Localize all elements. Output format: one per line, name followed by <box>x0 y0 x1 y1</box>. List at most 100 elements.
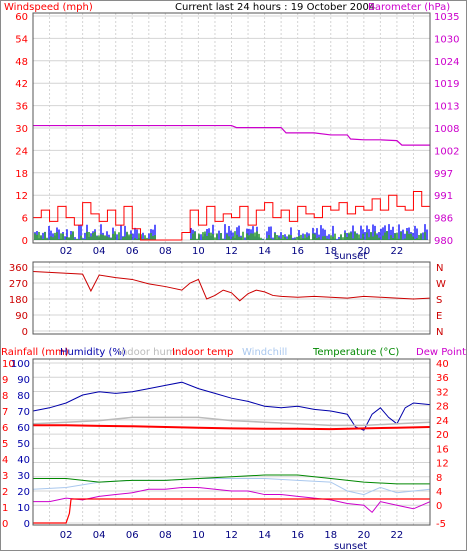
wind-y-tick-label: 0 <box>22 236 28 247</box>
barometer-y-tick-label: 1024 <box>434 57 459 68</box>
humidity-y-axis-ticks: 0 10 20 30 40 50 60 70 80 90 100 <box>11 359 30 530</box>
rainfall-y-tick-label: 1 <box>2 503 8 514</box>
wind-plot-frame <box>32 12 431 244</box>
rainfall-label: Rainfall (mm) <box>1 347 69 358</box>
temperature-y-axis-ticks: -5 0 4 8 12 16 20 24 28 32 36 40 <box>436 359 449 530</box>
windchill-label: Windchill <box>242 347 287 358</box>
temp-x-tick-label: 22 <box>391 530 404 541</box>
humidity-y-tick-label: 70 <box>17 407 30 418</box>
humidity-y-tick-label: 20 <box>17 487 30 498</box>
barometer-y-tick-label: 986 <box>434 214 453 225</box>
humidity-line <box>32 381 431 431</box>
temperature-y-tick-label: 36 <box>436 373 449 384</box>
wind-sunset-label: sunset <box>334 251 367 262</box>
temperature-y-tick-label: 16 <box>436 444 449 455</box>
wind-y-tick-label: 42 <box>15 79 28 90</box>
temperature-line <box>33 474 430 485</box>
wind-left-label: Windspeed (mph) <box>4 2 93 13</box>
temperature-y-tick-label: -5 <box>436 519 446 530</box>
temp-x-axis-ticks: 02 04 06 08 10 12 14 16 18 20 22 <box>60 530 404 541</box>
barometer-y-axis-ticks: 980 986 991 997 1002 1008 1013 1019 1024 1030 1035 <box>434 12 459 247</box>
wind-y-tick-label: 24 <box>15 146 28 157</box>
temp-x-tick-label: 04 <box>93 530 106 541</box>
barometer-y-tick-label: 1030 <box>434 34 459 45</box>
winddir-y-tick-label: 0 <box>22 327 28 338</box>
dew-point-line <box>33 486 431 514</box>
wind-y-tick-label: 30 <box>15 124 28 135</box>
humidity-y-tick-label: 80 <box>17 391 30 402</box>
barometer-y-tick-label: 1008 <box>434 124 459 135</box>
wind-x-tick-label: 08 <box>159 246 172 257</box>
dew-point-label: Dew Point <box>416 347 466 358</box>
barometer-y-tick-label: 997 <box>434 169 453 180</box>
winddir-line <box>32 270 431 302</box>
wind-series <box>33 124 430 241</box>
temperature-label: Temperature (°C) <box>312 347 399 358</box>
winddir-y-tick-label: 360 <box>9 263 28 274</box>
temp-sunset-label: sunset <box>334 541 367 551</box>
barometer-y-tick-label: 1035 <box>434 12 459 23</box>
humidity-label: Humidity (%) <box>60 347 126 358</box>
temperature-y-tick-label: 4 <box>436 487 442 498</box>
winddir-compass-label: S <box>436 295 442 306</box>
winddir-compass-label: N <box>436 263 443 274</box>
indoor-hum-label: Indoor hum <box>118 347 176 358</box>
wind-right-label: Barometer (hPa) <box>368 2 450 13</box>
wind-x-tick-label: 16 <box>291 246 304 257</box>
rainfall-y-tick-label: 9 <box>2 375 8 386</box>
humidity-y-tick-label: 30 <box>17 471 30 482</box>
humidity-y-tick-label: 40 <box>17 455 30 466</box>
temp-x-tick-label: 02 <box>60 530 73 541</box>
temperature-y-tick-label: 40 <box>436 359 449 370</box>
wind-gust-band-green <box>34 231 428 240</box>
wind-y-tick-label: 54 <box>15 34 28 45</box>
chart-title: Current last 24 hours : 19 October 2004 <box>175 2 375 13</box>
indoor-temp-line <box>33 424 431 431</box>
rainfall-y-tick-label: 4 <box>2 455 8 466</box>
barometer-line <box>33 124 430 146</box>
windspeed-line <box>33 190 430 241</box>
temperature-y-tick-label: 0 <box>436 501 442 512</box>
winddir-y-tick-label: 270 <box>9 279 28 290</box>
temperature-y-tick-label: 8 <box>436 473 442 484</box>
rainfall-y-axis-ticks: 0 1 2 3 4 5 6 7 8 9 10 <box>2 359 15 530</box>
wind-x-tick-label: 22 <box>391 246 404 257</box>
winddir-plot-frame <box>32 261 431 335</box>
wind-x-tick-label: 18 <box>324 246 337 257</box>
rainfall-y-tick-label: 7 <box>2 407 8 418</box>
winddir-compass-label: E <box>436 311 442 322</box>
wind-y-axis-ticks: 0 6 12 18 24 30 36 42 48 54 60 <box>15 12 28 247</box>
temperature-y-tick-label: 20 <box>436 430 449 441</box>
temp-x-tick-label: 08 <box>159 530 172 541</box>
rainfall-y-tick-label: 8 <box>2 391 8 402</box>
wind-x-tick-label: 20 <box>357 246 370 257</box>
rainfall-y-tick-label: 2 <box>2 487 8 498</box>
temp-plot-frame <box>32 358 431 526</box>
wind-x-tick-label: 04 <box>93 246 106 257</box>
wind-x-tick-label: 12 <box>225 246 238 257</box>
humidity-y-tick-label: 100 <box>11 359 30 370</box>
humidity-y-tick-label: 60 <box>17 423 30 434</box>
winddir-y-axis-ticks: 0 90 180 270 360 <box>9 263 28 338</box>
rainfall-y-tick-label: 0 <box>2 519 8 530</box>
humidity-y-tick-label: 0 <box>24 519 30 530</box>
rainfall-y-tick-label: 6 <box>2 423 8 434</box>
wind-x-tick-label: 02 <box>60 246 73 257</box>
barometer-y-tick-label: 1019 <box>434 79 459 90</box>
temp-x-tick-label: 14 <box>258 530 271 541</box>
humidity-y-tick-label: 10 <box>17 503 30 514</box>
barometer-y-tick-label: 1013 <box>434 102 459 113</box>
humidity-y-tick-label: 50 <box>17 439 30 450</box>
humidity-y-tick-label: 90 <box>17 375 30 386</box>
wind-x-tick-label: 14 <box>258 246 271 257</box>
temp-x-tick-label: 12 <box>225 530 238 541</box>
temp-x-tick-label: 06 <box>126 530 139 541</box>
winddir-compass-label: W <box>436 279 446 290</box>
wind-y-tick-label: 36 <box>15 102 28 113</box>
winddir-y-tick-label: 90 <box>15 311 28 322</box>
winddir-compass-label: N <box>436 327 443 338</box>
wind-y-tick-label: 6 <box>22 214 28 225</box>
